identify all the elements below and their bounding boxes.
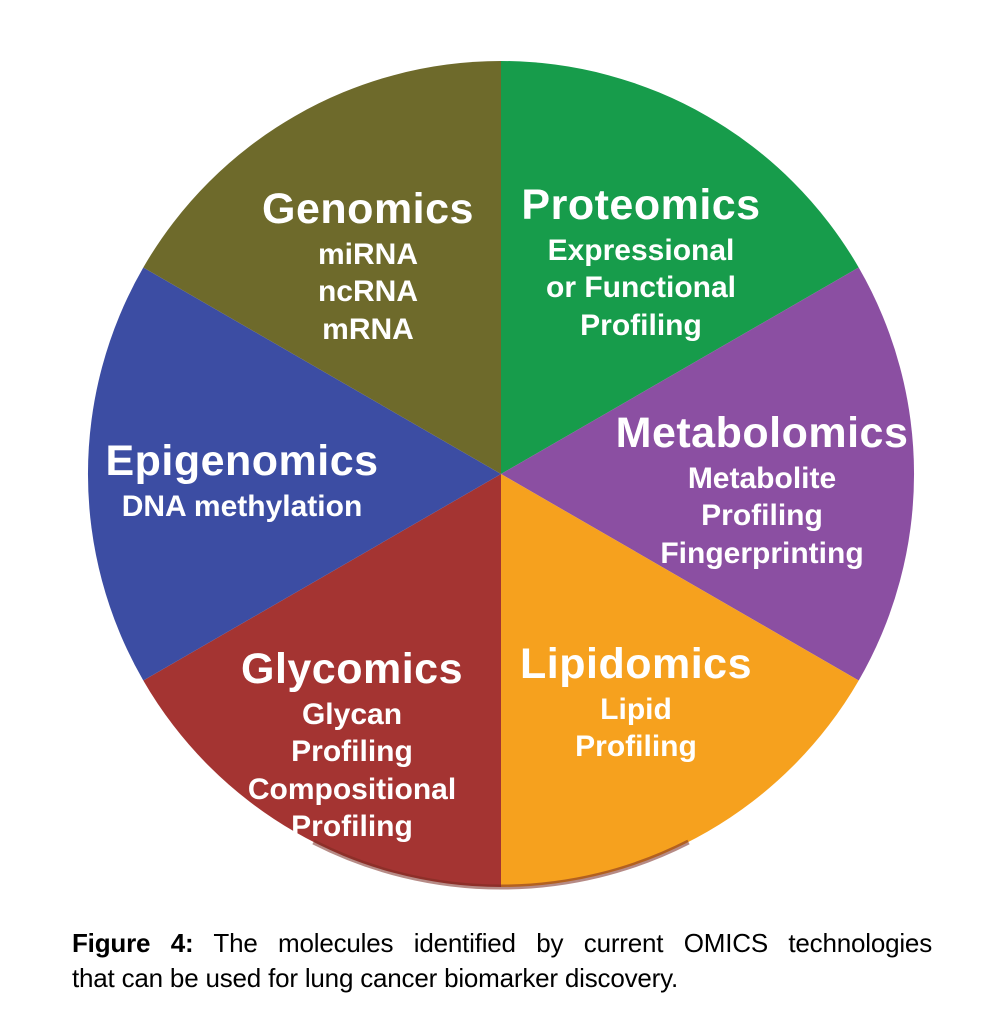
slice-sublabel-line: Fingerprinting xyxy=(660,536,864,570)
slice-title: Metabolomics xyxy=(615,409,909,457)
slice-sublabels: DNA methylation xyxy=(105,488,378,525)
slice-label-metabolomics: Metabolomics Metabolite Profiling Finger… xyxy=(615,409,909,572)
slice-title: Genomics xyxy=(262,185,474,233)
pie-chart xyxy=(87,60,915,890)
slice-title: Epigenomics xyxy=(105,437,379,485)
pie-slice-metabolomics xyxy=(501,267,915,681)
slice-sublabel-line: Lipid xyxy=(600,693,672,727)
figure-caption-text-1: The molecules identified by current OMIC… xyxy=(213,928,932,958)
slice-sublabel-line: Metabolite xyxy=(687,462,837,496)
figure-caption-label: Figure 4: xyxy=(72,928,194,958)
slice-sublabel-line: Profiling xyxy=(291,809,413,843)
slice-label-epigenomics: Epigenomics DNA methylation xyxy=(105,437,379,525)
slice-sublabels: Expressional or Functional Profiling xyxy=(521,232,760,344)
slice-sublabel-line: Glycan xyxy=(301,698,403,732)
slice-title: Lipidomics xyxy=(520,640,752,688)
slice-sublabel-line: DNA methylation xyxy=(121,490,363,524)
pie-bottom-rim-shadow xyxy=(312,839,690,890)
figure-caption-text-2: that can be used for lung cancer biomark… xyxy=(72,963,679,994)
slice-label-proteomics: Proteomics Expressional or Functional Pr… xyxy=(521,181,761,344)
slice-title: Proteomics xyxy=(521,181,761,229)
slice-sublabel-line: Profiling xyxy=(580,308,702,342)
slice-label-lipidomics: Lipidomics Lipid Profiling xyxy=(520,640,752,766)
slice-sublabel-line: miRNA xyxy=(317,238,418,272)
slice-title: Glycomics xyxy=(241,645,463,693)
figure-caption-line2: that can be used for lung cancer biomark… xyxy=(72,961,932,996)
slice-sublabel-line: Expressional xyxy=(547,234,735,268)
slice-sublabels: miRNA ncRNA mRNA xyxy=(262,236,474,348)
slice-sublabels: Metabolite Profiling Fingerprinting xyxy=(616,460,909,572)
slice-sublabels: Glycan Profiling Compositional Profiling xyxy=(241,696,463,845)
slice-sublabel-line: Profiling xyxy=(291,735,413,769)
slice-sublabels: Lipid Profiling xyxy=(520,691,752,765)
slice-sublabel-line: or Functional xyxy=(545,271,736,305)
pie-slice-epigenomics xyxy=(87,267,501,681)
pie-slice-glycomics xyxy=(143,474,502,887)
figure-caption: Figure 4: The molecules identified by cu… xyxy=(72,926,932,996)
figure-caption-line1: Figure 4: The molecules identified by cu… xyxy=(72,926,932,961)
slice-label-genomics: Genomics miRNA ncRNA mRNA xyxy=(262,185,474,348)
slice-sublabel-line: Compositional xyxy=(247,772,457,806)
slice-sublabel-line: ncRNA xyxy=(317,275,418,309)
pie-slice-proteomics xyxy=(501,61,859,474)
slice-sublabel-line: Profiling xyxy=(575,730,697,764)
pie-slice-lipidomics xyxy=(501,474,859,887)
slice-sublabel-line: Profiling xyxy=(701,499,823,533)
slice-sublabel-line: mRNA xyxy=(322,312,414,346)
pie-slice-genomics xyxy=(143,60,502,474)
slice-label-glycomics: Glycomics Glycan Profiling Compositional… xyxy=(241,645,463,845)
